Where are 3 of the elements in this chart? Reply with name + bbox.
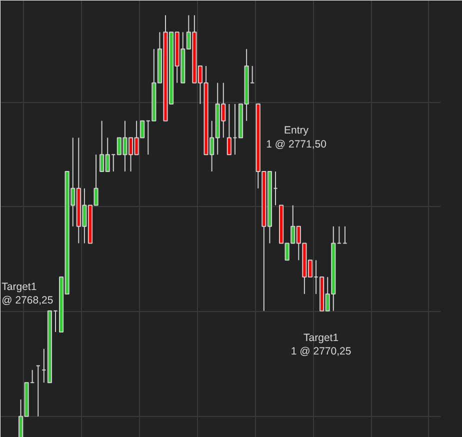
annotation: Entry 1 @ 2771,50: [266, 124, 327, 150]
annotation: Target1 @ 2768,25: [2, 280, 54, 307]
annotation: Target1 1 @ 2770,25: [290, 332, 352, 358]
